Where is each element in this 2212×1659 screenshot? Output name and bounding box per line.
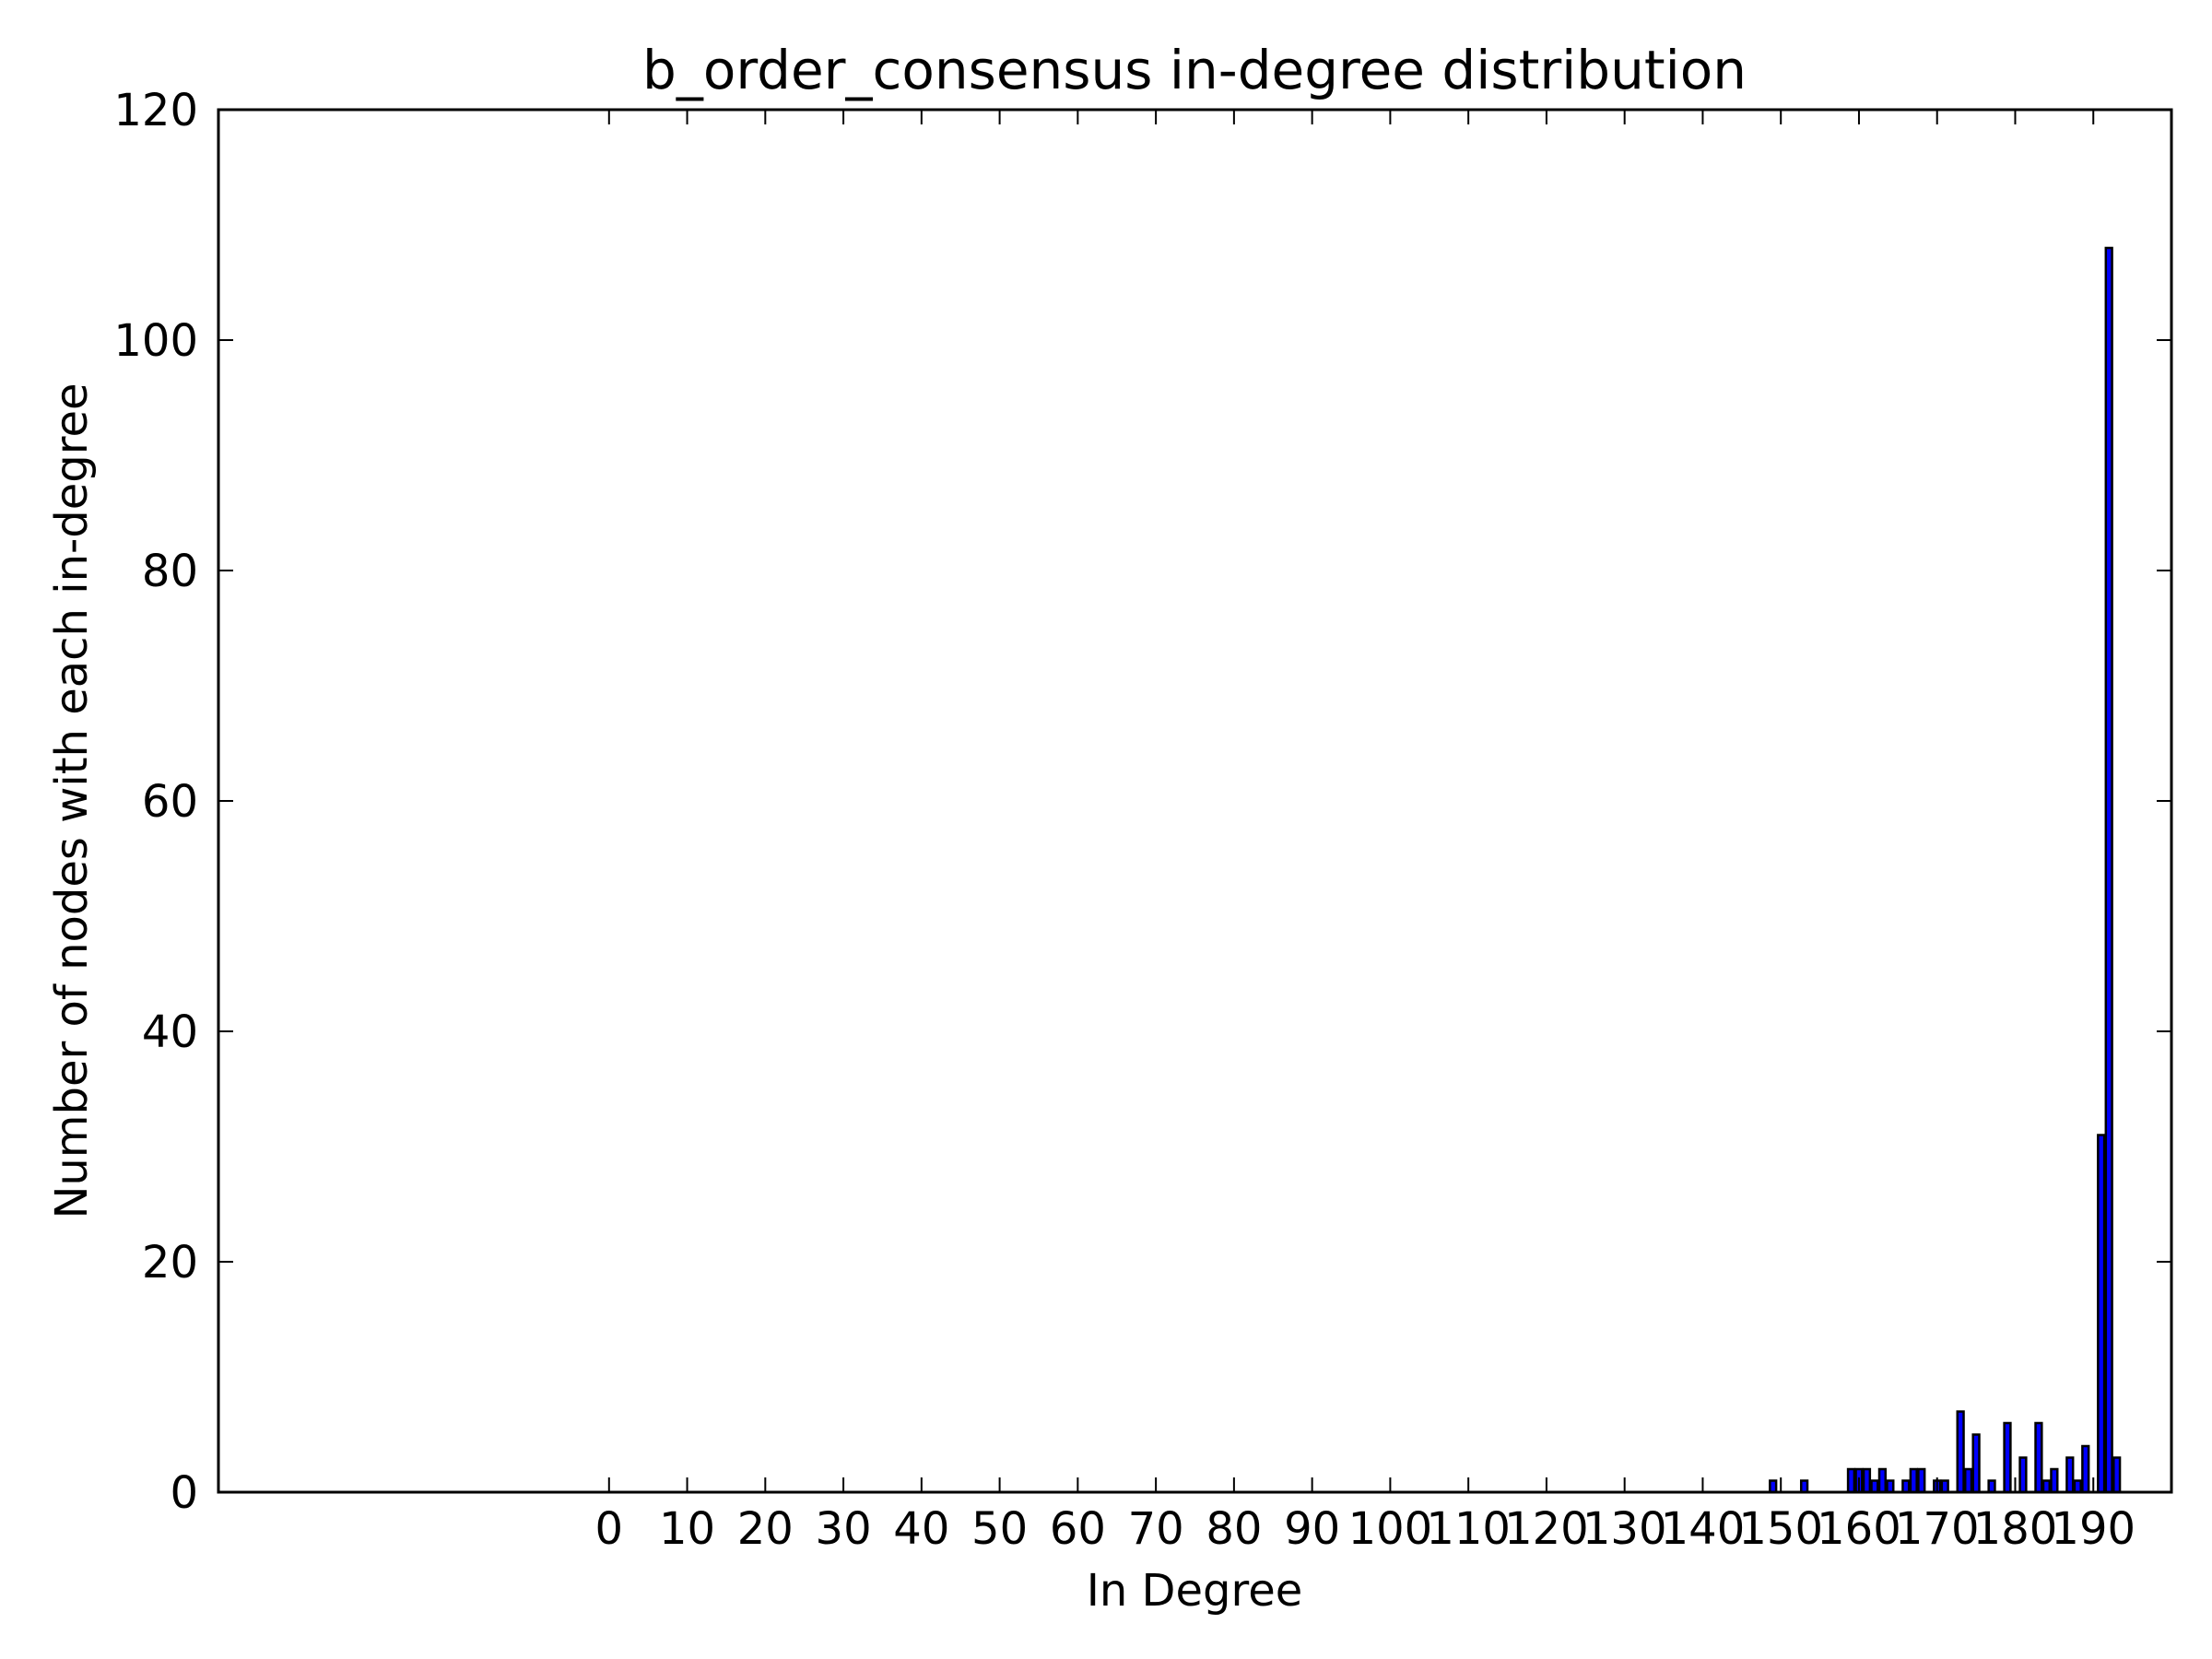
bar-192 xyxy=(2104,246,2113,1494)
x-tick-label-0: 0 xyxy=(595,1503,624,1555)
x-tick-label-50: 50 xyxy=(971,1503,1028,1555)
bar-159 xyxy=(1846,1467,1856,1494)
y-tick-label-0: 0 xyxy=(170,1467,198,1519)
bar-193 xyxy=(2112,1456,2122,1494)
bar-187 xyxy=(2065,1456,2075,1494)
x-tick-label-140: 140 xyxy=(1661,1503,1746,1555)
y-tick-label-120: 120 xyxy=(113,85,198,136)
x-tick-label-170: 170 xyxy=(1895,1503,1980,1555)
x-tick-label-100: 100 xyxy=(1348,1503,1433,1555)
bar-153 xyxy=(1799,1479,1809,1494)
bar-177 xyxy=(1987,1479,1996,1494)
bar-181 xyxy=(2018,1456,2028,1494)
x-tick-label-160: 160 xyxy=(1817,1503,1901,1555)
bar-185 xyxy=(2050,1467,2059,1494)
bar-149 xyxy=(1769,1479,1778,1494)
x-tick-label-180: 180 xyxy=(1973,1503,2058,1555)
x-tick-label-30: 30 xyxy=(816,1503,872,1555)
bar-184 xyxy=(2041,1479,2052,1494)
bar-171 xyxy=(1940,1479,1949,1494)
bar-191 xyxy=(2097,1134,2106,1494)
bar-168 xyxy=(1917,1467,1926,1494)
x-axis-label: In Degree xyxy=(1087,1565,1303,1617)
ticks: 0 10 20 30 40 50 60 70 80 90 100110120130140150160… xyxy=(113,85,2171,1555)
y-tick-label-100: 100 xyxy=(113,315,198,367)
bar-175 xyxy=(1971,1433,1981,1494)
x-tick-label-150: 150 xyxy=(1738,1503,1823,1555)
y-tick-label-40: 40 xyxy=(142,1006,198,1058)
x-tick-label-10: 10 xyxy=(659,1503,715,1555)
chart-title: b_order_consensus in-degree distribution xyxy=(642,39,1747,101)
x-tick-label-90: 90 xyxy=(1284,1503,1340,1555)
plot-frame xyxy=(217,108,2173,1494)
x-tick-label-120: 120 xyxy=(1504,1503,1589,1555)
y-tick-label-80: 80 xyxy=(142,546,198,597)
x-tick-label-60: 60 xyxy=(1050,1503,1106,1555)
y-axis-label: Number of nodes with each in-degree xyxy=(46,382,98,1218)
y-tick-label-60: 60 xyxy=(142,776,198,828)
bars xyxy=(1769,246,2122,1494)
bar-166 xyxy=(1901,1479,1911,1494)
y-tick-label-20: 20 xyxy=(142,1237,198,1288)
x-tick-label-190: 190 xyxy=(2051,1503,2136,1555)
bar-167 xyxy=(1909,1467,1918,1494)
bar-189 xyxy=(2081,1444,2090,1494)
bar-164 xyxy=(1886,1479,1895,1494)
bar-179 xyxy=(2003,1421,2012,1494)
bar-161 xyxy=(1862,1467,1872,1494)
bar-188 xyxy=(2073,1479,2082,1494)
x-tick-label-70: 70 xyxy=(1128,1503,1184,1555)
x-tick-label-80: 80 xyxy=(1206,1503,1262,1555)
bar-183 xyxy=(2034,1421,2043,1494)
bar-162 xyxy=(1870,1479,1879,1494)
bar-174 xyxy=(1963,1467,1973,1494)
bar-163 xyxy=(1877,1467,1888,1494)
bar-173 xyxy=(1956,1410,1965,1494)
x-tick-label-110: 110 xyxy=(1426,1503,1511,1555)
x-tick-label-20: 20 xyxy=(737,1503,794,1555)
x-tick-label-40: 40 xyxy=(893,1503,949,1555)
x-tick-label-130: 130 xyxy=(1583,1503,1667,1555)
